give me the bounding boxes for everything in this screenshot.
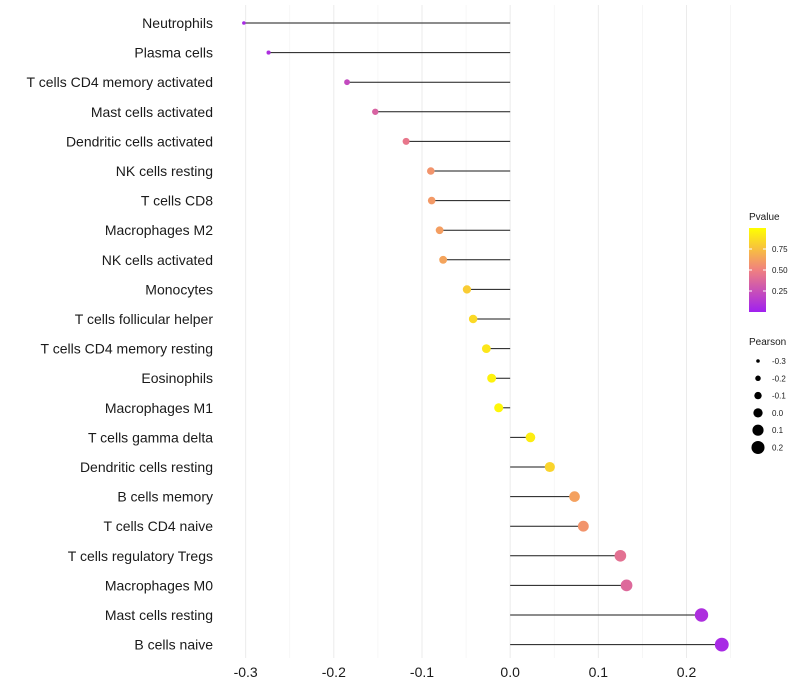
size-key-label: 0.1: [772, 426, 784, 435]
size-key-circle: [753, 408, 763, 418]
size-key-circle: [756, 359, 760, 363]
data-point: [714, 637, 729, 652]
x-tick-label: -0.3: [234, 664, 258, 680]
pvalue-legend-ticks: 0.25 0.50 0.75: [749, 245, 788, 296]
category-label: NK cells activated: [102, 252, 213, 268]
pearson-legend: Pearson -0.3 -0.2 -0.1 0.0 0.1 0.2: [749, 337, 786, 455]
category-label: Dendritic cells resting: [80, 459, 213, 475]
x-tick-label: 0.1: [589, 664, 609, 680]
colorbar-tick-label: 0.50: [772, 266, 788, 275]
size-key-label: -0.3: [772, 357, 786, 366]
colorbar-tick-label: 0.75: [772, 245, 788, 254]
category-label: B cells naive: [134, 637, 213, 653]
category-label: B cells memory: [117, 489, 213, 505]
x-tick-label: -0.1: [410, 664, 434, 680]
data-point: [402, 137, 410, 145]
data-point: [439, 255, 448, 264]
data-point: [344, 79, 350, 86]
data-point: [427, 196, 436, 205]
size-key-circle: [752, 424, 764, 436]
pvalue-legend: Pvalue 0.25 0.50 0.75: [749, 212, 788, 312]
size-key-label: -0.1: [772, 392, 786, 401]
data-point: [577, 520, 589, 532]
category-label: T cells CD4 memory activated: [27, 74, 213, 90]
category-label: T cells gamma delta: [88, 429, 213, 445]
category-label: Mast cells activated: [91, 104, 213, 120]
data-point: [468, 314, 478, 324]
category-label: T cells follicular helper: [75, 311, 214, 327]
data-point: [266, 50, 271, 55]
data-point: [525, 432, 536, 443]
data-point: [614, 549, 627, 562]
lollipop-points: [242, 21, 729, 652]
pvalue-legend-title: Pvalue: [749, 212, 780, 223]
x-tick-label: -0.2: [322, 664, 346, 680]
category-labels: Neutrophils Plasma cells T cells CD4 memor…: [27, 15, 214, 653]
category-label: T cells CD4 memory resting: [41, 341, 213, 357]
data-point: [427, 167, 435, 175]
data-point: [435, 226, 444, 235]
category-label: T cells regulatory Tregs: [68, 548, 213, 564]
data-point: [372, 108, 379, 115]
size-key-label: -0.2: [772, 374, 786, 383]
category-label: Plasma cells: [134, 45, 213, 61]
data-point: [620, 579, 633, 592]
size-key-label: 0.0: [772, 409, 784, 418]
data-point: [544, 461, 555, 473]
category-label: Macrophages M1: [105, 400, 213, 416]
size-key-circle: [755, 375, 761, 382]
pearson-legend-title: Pearson: [749, 337, 786, 348]
lollipop-stems: [243, 22, 722, 646]
data-point: [494, 403, 504, 413]
pvalue-colorbar: [749, 228, 766, 312]
category-label: NK cells resting: [116, 163, 213, 179]
data-point: [481, 344, 491, 353]
category-label: T cells CD4 naive: [104, 518, 214, 534]
data-point: [694, 608, 709, 622]
size-key-circle: [751, 440, 765, 455]
category-label: Mast cells resting: [105, 607, 213, 623]
data-point: [569, 491, 580, 502]
data-point: [242, 21, 246, 25]
data-point: [462, 285, 472, 294]
colorbar-tick-label: 0.25: [772, 287, 788, 296]
category-label: Macrophages M2: [105, 222, 213, 238]
pearson-legend-keys: -0.3 -0.2 -0.1 0.0 0.1 0.2: [751, 357, 786, 455]
size-key-label: 0.2: [772, 444, 784, 453]
category-label: T cells CD8: [141, 193, 213, 209]
category-label: Dendritic cells activated: [66, 133, 213, 149]
x-axis-tick-labels: -0.3 -0.2 -0.1 0.0 0.1 0.2: [234, 664, 697, 680]
category-label: Eosinophils: [141, 370, 213, 386]
size-key-circle: [754, 391, 762, 400]
x-tick-label: 0.0: [500, 664, 520, 680]
x-tick-label: 0.2: [677, 664, 697, 680]
category-label: Monocytes: [145, 281, 213, 297]
data-point: [487, 373, 497, 383]
category-label: Neutrophils: [142, 15, 213, 31]
category-label: Macrophages M0: [105, 577, 213, 593]
grid-lines: [245, 5, 731, 658]
